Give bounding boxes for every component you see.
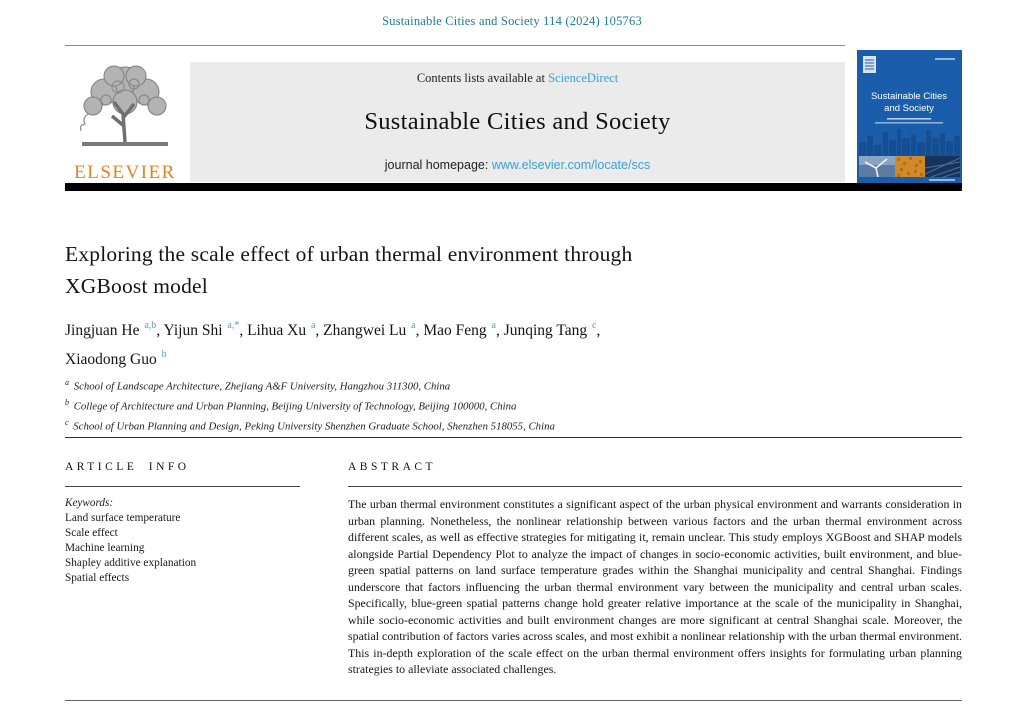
header-divider bbox=[65, 45, 845, 46]
author-line: Xiaodong Guo b bbox=[65, 343, 825, 372]
author-separator: , bbox=[415, 322, 424, 340]
cover-editor-text-bar bbox=[875, 122, 943, 124]
author-affiliation-superscript: a bbox=[411, 320, 416, 331]
author-name: Zhangwei Lu bbox=[323, 322, 411, 340]
author-name: Mao Feng bbox=[423, 322, 491, 340]
abstract-heading-rule bbox=[348, 486, 962, 487]
article-info-section: ARTICLE INFO Keywords: Land surface temp… bbox=[65, 461, 300, 586]
keyword-item: Shapley additive explanation bbox=[65, 556, 197, 569]
keyword-item: Machine learning bbox=[65, 541, 145, 554]
affiliation-text: School of Landscape Architecture, Zhejia… bbox=[71, 380, 451, 393]
cover-elsevier-logo bbox=[863, 56, 876, 73]
keyword-item: Scale effect bbox=[65, 526, 118, 539]
banner-bottom-bar bbox=[65, 183, 962, 191]
contents-line: Contents lists available at ScienceDirec… bbox=[190, 71, 845, 86]
homepage-prefix-text: journal homepage: bbox=[384, 158, 492, 172]
affiliation-superscript: c bbox=[65, 417, 69, 427]
author-line: Jingjuan He a,b, Yijun Shi a,*, Lihua Xu… bbox=[65, 314, 825, 343]
journal-homepage-link[interactable]: www.elsevier.com/locate/scs bbox=[491, 158, 651, 172]
cover-title-line2: and Society bbox=[884, 103, 934, 114]
cover-issue-text-bar bbox=[935, 58, 955, 60]
affiliation-superscript: a bbox=[65, 378, 69, 387]
cover-editor-text-bar bbox=[887, 118, 931, 120]
journal-cover-thumbnail[interactable]: Sustainable Cities and Society bbox=[857, 50, 962, 183]
sciencedirect-link[interactable]: ScienceDirect bbox=[548, 71, 619, 85]
abstract-text: The urban thermal environment constitute… bbox=[348, 497, 962, 676]
elsevier-logo: ELSEVIER bbox=[63, 54, 187, 183]
abstract-section: ABSTRACT The urban thermal environment c… bbox=[348, 461, 962, 678]
cover-title-line1: Sustainable Cities bbox=[871, 91, 947, 102]
author-separator: , bbox=[156, 322, 164, 340]
author-affiliation-superscript: a,* bbox=[227, 320, 240, 331]
abstract-heading: ABSTRACT bbox=[348, 461, 437, 473]
affiliation-superscript: b bbox=[65, 397, 69, 407]
section-divider bbox=[65, 437, 962, 438]
author-separator: , bbox=[315, 322, 324, 340]
affiliation-item: b College of Architecture and Urban Plan… bbox=[65, 395, 825, 415]
author-affiliation-superscript: a bbox=[310, 320, 316, 331]
elsevier-tree-icon bbox=[79, 65, 168, 146]
author-separator: , bbox=[596, 322, 601, 340]
cover-city-skyline bbox=[859, 129, 960, 156]
author-name: Junqing Tang bbox=[503, 322, 592, 340]
author-affiliation-superscript: a bbox=[491, 320, 496, 331]
author-name: Yijun Shi bbox=[163, 322, 227, 340]
article-title: Exploring the scale effect of urban ther… bbox=[65, 238, 825, 302]
author-separator: , bbox=[495, 322, 504, 340]
article-info-heading: ARTICLE INFO bbox=[65, 461, 190, 473]
affiliation-item: c School of Urban Planning and Design, P… bbox=[65, 415, 825, 435]
journal-citation-link[interactable]: Sustainable Cities and Society 114 (2024… bbox=[382, 14, 642, 28]
author-list: Jingjuan He a,b, Yijun Shi a,*, Lihua Xu… bbox=[65, 314, 825, 372]
author-affiliation-superscript: b bbox=[161, 349, 167, 361]
keywords-label: Keywords: bbox=[65, 497, 114, 509]
author-affiliation-superscript: a,b bbox=[144, 320, 157, 331]
article-title-line1: Exploring the scale effect of urban ther… bbox=[65, 242, 633, 266]
author-name: Jingjuan He bbox=[65, 322, 144, 340]
keyword-item: Land surface temperature bbox=[65, 512, 181, 524]
journal-title: Sustainable Cities and Society bbox=[364, 108, 671, 135]
affiliation-list: a School of Landscape Architecture, Zhej… bbox=[65, 375, 825, 434]
author-affiliation-superscript: c bbox=[592, 320, 597, 331]
affiliation-text: School of Urban Planning and Design, Pek… bbox=[70, 420, 555, 433]
affiliation-text: College of Architecture and Urban Planni… bbox=[71, 400, 517, 413]
author-name: Xiaodong Guo bbox=[65, 351, 161, 369]
elsevier-wordmark: ELSEVIER bbox=[74, 162, 176, 183]
article-info-heading-rule bbox=[65, 486, 300, 487]
contents-prefix-text: Contents lists available at bbox=[416, 71, 549, 85]
affiliation-item: a School of Landscape Architecture, Zhej… bbox=[65, 375, 825, 395]
author-name: Lihua Xu bbox=[247, 322, 310, 340]
cover-footer-text-bar bbox=[929, 179, 955, 181]
cover-photo-strip bbox=[859, 156, 961, 178]
keyword-item: Spatial effects bbox=[65, 571, 130, 584]
page-bottom-divider bbox=[65, 700, 962, 701]
keywords-list: Land surface temperature Scale effect Mach… bbox=[65, 511, 300, 586]
cover-texture-dots bbox=[897, 157, 923, 177]
author-separator: , bbox=[239, 322, 248, 340]
journal-banner: Contents lists available at ScienceDirec… bbox=[190, 62, 845, 182]
homepage-line: journal homepage: www.elsevier.com/locat… bbox=[190, 158, 845, 172]
article-title-line2: XGBoost model bbox=[65, 274, 208, 298]
